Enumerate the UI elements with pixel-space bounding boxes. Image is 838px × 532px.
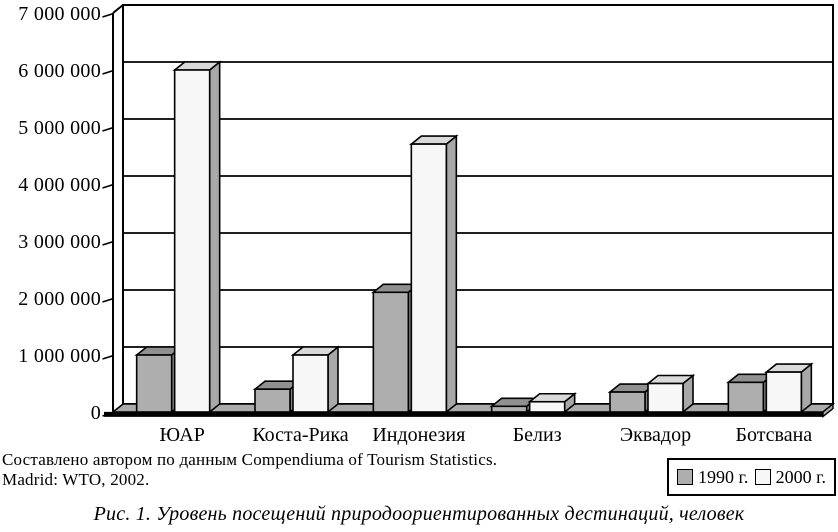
source-line-1: Составлено автором по данным Compendiuma… — [2, 450, 498, 469]
bar-side-2000-2 — [445, 134, 458, 414]
bar-1990-0 — [135, 354, 173, 413]
figure-caption: Рис. 1. Уровень посещений природоориенти… — [93, 503, 745, 525]
source-line-2: Madrid: WTO, 2002. — [2, 469, 150, 489]
y-axis-tick-label: 3 000 000 — [18, 231, 101, 253]
legend-item-2000: 2000 г. — [754, 466, 826, 488]
bar-1990-1 — [254, 388, 291, 413]
y-axis-tick — [102, 297, 114, 303]
bar-2000-5 — [765, 371, 803, 413]
axis-top-slant — [112, 4, 124, 14]
bar-2000-4 — [647, 382, 684, 413]
legend-label-2000: 2000 г. — [775, 466, 826, 487]
legend: 1990 г. 2000 г. — [667, 458, 836, 496]
bar-2000-0 — [173, 69, 211, 413]
y-axis-tick-label: 7 000 000 — [18, 3, 101, 25]
plot-wall — [122, 4, 834, 405]
bar-1990-2 — [372, 291, 410, 413]
bar-2000-1 — [292, 354, 329, 413]
y-axis-tick — [102, 126, 114, 132]
x-axis-category-label: Индонезия — [372, 424, 465, 446]
bar-1990-3 — [490, 405, 528, 413]
bar-2000-3 — [528, 400, 566, 413]
y-axis-tick-label: 4 000 000 — [18, 174, 101, 196]
floor — [110, 403, 836, 413]
bar-1990-5 — [727, 381, 765, 413]
x-axis-category-label: Ботсвана — [735, 424, 812, 446]
legend-swatch-1990 — [677, 469, 693, 485]
y-axis-tick — [102, 240, 114, 246]
y-axis-tick — [102, 354, 114, 360]
legend-label-1990: 1990 г. — [698, 466, 749, 487]
x-axis-category-label: Эквадор — [620, 424, 691, 446]
x-axis-category-label: ЮАР — [159, 424, 204, 446]
source-note: Составлено автором по данным Compendiuma… — [2, 450, 497, 489]
x-axis-category-label: Коста-Рика — [252, 424, 348, 446]
legend-item-1990: 1990 г. — [677, 467, 748, 488]
bar-side-2000-1 — [327, 345, 339, 414]
bar-1990-4 — [609, 391, 646, 413]
legend-swatch-2000 — [754, 469, 771, 485]
bar-chart-canvas: 0 1 000 000 2 000 000 3 000 000 4 000 000 5 0… — [18, 3, 836, 446]
bar-side-2000-0 — [208, 60, 221, 414]
y-axis-tick — [102, 12, 114, 18]
x-axis-category-label: Белиз — [513, 424, 562, 446]
y-axis-tick-label: 5 000 000 — [18, 117, 101, 139]
y-axis-tick — [102, 183, 114, 189]
y-axis-tick — [102, 411, 114, 417]
bar-2000-2 — [410, 143, 448, 413]
y-axis-tick-label: 1 000 000 — [18, 345, 101, 367]
y-axis-tick-label: 0 — [91, 402, 101, 424]
y-axis-tick-label: 6 000 000 — [18, 60, 101, 82]
y-axis-tick-label: 2 000 000 — [18, 288, 101, 310]
y-axis-tick — [102, 69, 114, 75]
